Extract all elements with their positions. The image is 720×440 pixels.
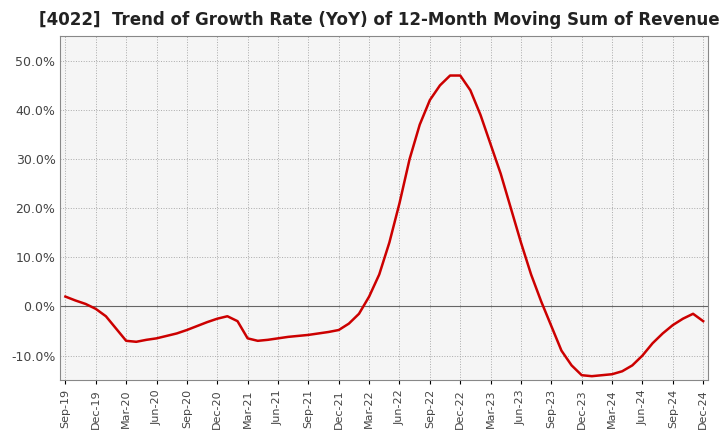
Title: [4022]  Trend of Growth Rate (YoY) of 12-Month Moving Sum of Revenues: [4022] Trend of Growth Rate (YoY) of 12-… xyxy=(39,11,720,29)
